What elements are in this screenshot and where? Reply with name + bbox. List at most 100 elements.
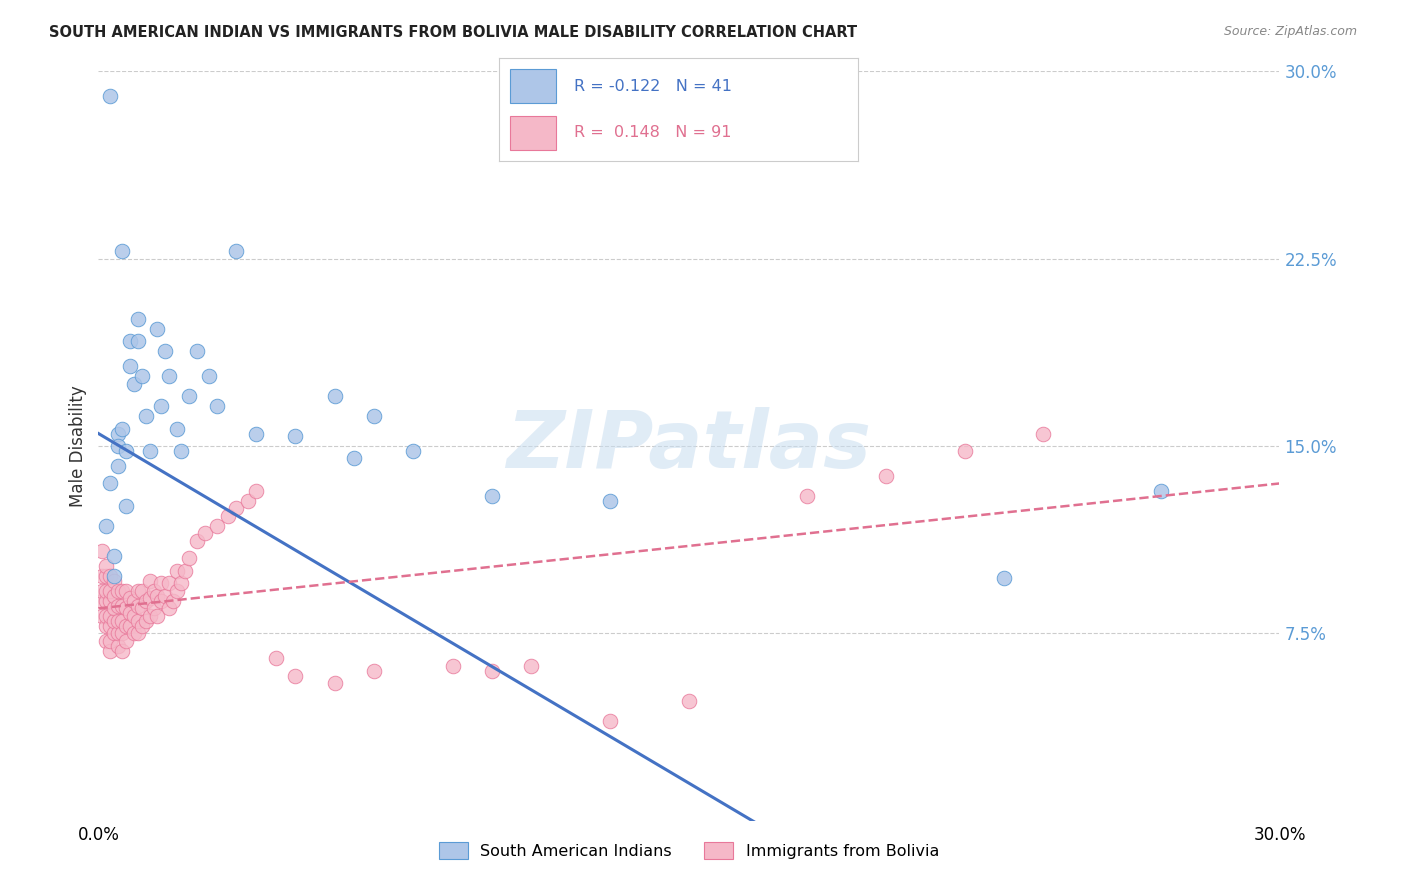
Point — [98, 476, 121, 491]
Point — [284, 669, 307, 683]
Point — [98, 89, 121, 103]
Point — [107, 583, 129, 598]
Point — [146, 321, 169, 335]
Point — [155, 344, 177, 359]
Point — [138, 608, 160, 623]
Point — [122, 608, 145, 623]
Point — [441, 658, 464, 673]
Point — [155, 589, 177, 603]
Point — [115, 619, 138, 633]
Point — [96, 558, 118, 573]
Point — [122, 626, 145, 640]
Point — [205, 519, 228, 533]
Point — [103, 574, 125, 588]
Point — [146, 589, 169, 603]
Point — [115, 583, 138, 598]
Point — [135, 614, 157, 628]
Point — [98, 569, 121, 583]
Text: Source: ZipAtlas.com: Source: ZipAtlas.com — [1223, 25, 1357, 38]
Point — [323, 389, 346, 403]
FancyBboxPatch shape — [510, 70, 557, 103]
Point — [135, 594, 157, 608]
Point — [481, 664, 503, 678]
Point — [96, 594, 118, 608]
Point — [599, 494, 621, 508]
Point — [103, 549, 125, 563]
Point — [186, 344, 208, 359]
Point — [1150, 483, 1173, 498]
Point — [343, 451, 366, 466]
Point — [177, 551, 200, 566]
Point — [264, 651, 287, 665]
Point — [103, 626, 125, 640]
Text: R = -0.122   N = 41: R = -0.122 N = 41 — [575, 78, 733, 94]
Point — [118, 591, 141, 606]
Point — [245, 483, 267, 498]
Point — [157, 369, 180, 384]
Point — [127, 626, 149, 640]
Point — [96, 633, 118, 648]
Point — [118, 359, 141, 373]
Point — [118, 619, 141, 633]
Point — [115, 601, 138, 615]
Point — [98, 633, 121, 648]
Point — [150, 576, 173, 591]
Point — [875, 469, 897, 483]
Point — [127, 583, 149, 598]
Point — [122, 376, 145, 391]
Point — [118, 607, 141, 621]
Point — [157, 601, 180, 615]
Point — [98, 583, 121, 598]
Point — [157, 576, 180, 591]
Point — [91, 544, 114, 558]
Point — [96, 619, 118, 633]
Text: SOUTH AMERICAN INDIAN VS IMMIGRANTS FROM BOLIVIA MALE DISABILITY CORRELATION CHA: SOUTH AMERICAN INDIAN VS IMMIGRANTS FROM… — [49, 25, 858, 40]
Y-axis label: Male Disability: Male Disability — [69, 385, 87, 507]
Point — [166, 564, 188, 578]
Point — [91, 583, 114, 598]
Point — [245, 426, 267, 441]
Point — [170, 444, 193, 458]
Point — [953, 444, 976, 458]
Point — [107, 599, 129, 613]
Point — [142, 583, 165, 598]
Point — [146, 608, 169, 623]
Point — [91, 569, 114, 583]
Point — [107, 639, 129, 653]
Point — [103, 589, 125, 603]
Point — [166, 421, 188, 435]
Point — [111, 644, 134, 658]
Point — [98, 608, 121, 623]
Point — [115, 499, 138, 513]
Point — [96, 569, 118, 583]
Point — [177, 389, 200, 403]
Point — [236, 494, 259, 508]
Point — [131, 619, 153, 633]
Point — [111, 244, 134, 259]
Point — [520, 658, 543, 673]
Point — [111, 421, 134, 435]
Point — [481, 489, 503, 503]
Point — [150, 399, 173, 413]
Point — [127, 311, 149, 326]
Point — [118, 334, 141, 348]
Point — [98, 594, 121, 608]
Text: ZIPatlas: ZIPatlas — [506, 407, 872, 485]
Point — [103, 601, 125, 615]
Point — [96, 519, 118, 533]
Point — [166, 583, 188, 598]
Point — [91, 594, 114, 608]
Point — [363, 664, 385, 678]
Point — [131, 601, 153, 615]
Point — [103, 614, 125, 628]
Point — [225, 501, 247, 516]
Point — [111, 599, 134, 613]
Text: R =  0.148   N = 91: R = 0.148 N = 91 — [575, 126, 733, 140]
Point — [127, 334, 149, 348]
Point — [599, 714, 621, 728]
Point — [107, 439, 129, 453]
Point — [205, 399, 228, 413]
Point — [107, 426, 129, 441]
Point — [103, 569, 125, 583]
Point — [170, 576, 193, 591]
